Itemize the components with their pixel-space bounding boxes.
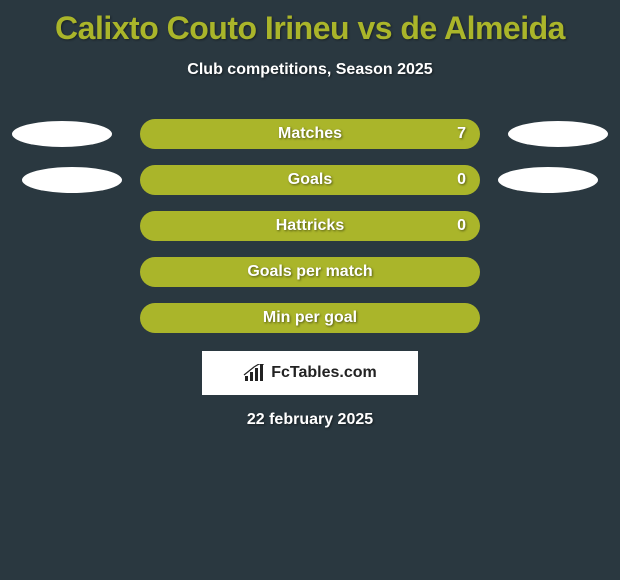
stat-bar: Matches 7: [140, 119, 480, 149]
stats-rows: Matches 7 Goals 0 Hattricks 0 Goals per …: [0, 119, 620, 333]
stat-bar: Hattricks 0: [140, 211, 480, 241]
right-oval: [498, 167, 598, 193]
stat-label: Min per goal: [263, 309, 357, 327]
left-oval: [12, 121, 112, 147]
subtitle: Club competitions, Season 2025: [0, 61, 620, 79]
stat-label: Matches: [278, 125, 342, 143]
stat-value: 0: [457, 171, 466, 189]
stat-bar: Min per goal: [140, 303, 480, 333]
stat-label: Goals: [288, 171, 332, 189]
stat-row: Goals 0: [0, 165, 620, 195]
stat-bar: Goals per match: [140, 257, 480, 287]
page-title: Calixto Couto Irineu vs de Almeida: [0, 0, 620, 47]
date-text: 22 february 2025: [0, 411, 620, 429]
stat-row: Hattricks 0: [0, 211, 620, 241]
logo-text: FcTables.com: [271, 364, 377, 382]
stat-bar: Goals 0: [140, 165, 480, 195]
chart-icon: [243, 364, 265, 382]
stat-value: 0: [457, 217, 466, 235]
stat-row: Goals per match: [0, 257, 620, 287]
logo-card: FcTables.com: [202, 351, 418, 395]
left-oval: [22, 167, 122, 193]
stat-row: Matches 7: [0, 119, 620, 149]
stat-value: 7: [457, 125, 466, 143]
stat-label: Goals per match: [247, 263, 372, 281]
stat-row: Min per goal: [0, 303, 620, 333]
stat-label: Hattricks: [276, 217, 344, 235]
right-oval: [508, 121, 608, 147]
